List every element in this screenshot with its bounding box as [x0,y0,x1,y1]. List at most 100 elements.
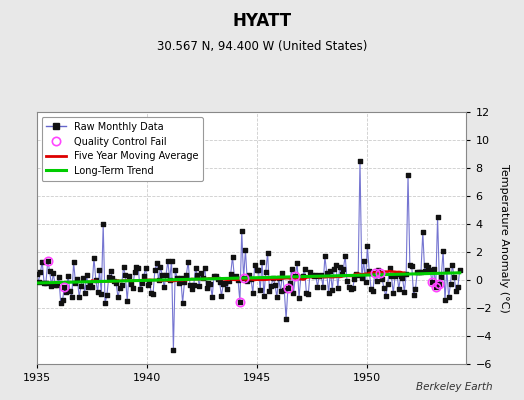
Point [422,262,431,268]
Point [82,272,91,278]
Point [199,275,207,281]
Point [188,286,196,292]
Point [269,274,277,281]
Point [64,273,72,279]
Point [420,268,429,274]
Point [125,272,133,279]
Point [217,293,226,299]
Point [286,280,294,286]
Point [110,278,118,284]
Point [324,290,333,296]
Point [141,265,150,271]
Point [455,267,464,273]
Point [121,272,129,279]
Point [435,281,444,287]
Point [319,284,327,290]
Point [393,270,401,277]
Point [306,269,314,276]
Point [302,290,311,297]
Point [334,285,342,292]
Point [43,258,52,264]
Point [128,284,137,291]
Point [282,316,290,322]
Point [234,277,242,283]
Point [454,283,462,290]
Point [380,285,388,292]
Point [57,300,65,306]
Point [384,280,392,287]
Point [190,282,198,288]
Point [38,259,47,265]
Point [201,264,209,271]
Point [79,275,87,282]
Point [75,294,83,300]
Point [358,275,366,282]
Point [88,284,96,290]
Point [130,269,139,276]
Point [215,279,224,285]
Point [186,282,194,289]
Point [444,294,453,300]
Point [350,276,358,283]
Point [66,288,74,294]
Point [370,270,379,276]
Point [136,286,144,293]
Point [112,280,121,286]
Point [446,280,455,287]
Point [300,266,309,273]
Point [46,268,54,274]
Point [151,266,159,273]
Point [452,288,460,294]
Point [225,278,233,284]
Point [376,270,385,276]
Point [155,277,163,284]
Point [395,286,403,292]
Point [174,280,183,286]
Point [173,275,181,282]
Point [276,288,285,295]
Point [214,276,222,282]
Point [237,228,246,234]
Point [243,278,252,284]
Point [139,272,148,279]
Point [365,268,374,274]
Point [81,290,89,297]
Point [51,282,59,289]
Point [313,284,322,290]
Point [304,291,312,298]
Point [288,266,296,272]
Point [90,254,98,261]
Point [210,272,218,279]
Point [101,300,109,306]
Point [166,276,174,283]
Point [328,287,336,293]
Point [289,290,298,297]
Point [71,279,80,286]
Point [49,270,58,277]
Point [409,291,418,298]
Point [149,290,157,297]
Point [437,274,445,280]
Point [348,285,357,292]
Point [385,265,394,271]
Point [310,272,318,279]
Point [280,286,288,293]
Text: Berkeley Earth: Berkeley Earth [416,382,493,392]
Point [92,277,100,283]
Point [54,274,63,280]
Point [204,280,213,286]
Text: HYATT: HYATT [233,12,291,30]
Point [256,286,265,293]
Point [330,266,339,272]
Point [267,282,276,289]
Point [179,300,187,306]
Point [62,289,70,295]
Point [297,273,305,280]
Point [254,266,263,273]
Point [249,290,257,296]
Point [147,290,156,296]
Point [117,282,126,288]
Point [441,297,449,304]
Point [219,281,227,287]
Point [373,278,381,284]
